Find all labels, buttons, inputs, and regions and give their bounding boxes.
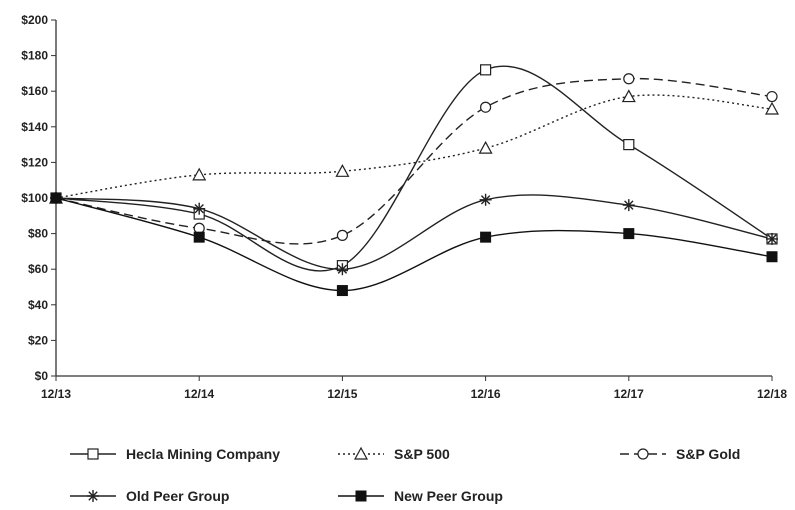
data-point-4-2 xyxy=(336,285,348,297)
legend-marker xyxy=(353,446,369,460)
data-point-0-4 xyxy=(623,139,635,151)
data-point-1-2 xyxy=(335,164,350,177)
legend-item-3: Old Peer Group xyxy=(70,488,229,504)
x-tick-label: 12/16 xyxy=(471,387,501,401)
x-tick-label: 12/13 xyxy=(41,387,71,401)
chart-legend: Hecla Mining Company S&P 500 S&P Gold Old P… xyxy=(70,446,740,504)
data-point-4-3 xyxy=(480,231,492,243)
x-tick-label: 12/17 xyxy=(614,387,644,401)
x-tick-label: 12/15 xyxy=(327,387,357,401)
y-tick-label: $120 xyxy=(21,155,48,169)
x-tick-label: 12/18 xyxy=(757,387,787,401)
y-tick-label: $160 xyxy=(21,84,48,98)
series-markers xyxy=(48,64,780,297)
data-point-3-1 xyxy=(193,202,206,215)
legend-label: Hecla Mining Company xyxy=(126,446,280,462)
data-point-2-2 xyxy=(336,229,348,241)
data-point-1-5 xyxy=(764,101,780,115)
data-point-3-2 xyxy=(336,263,349,276)
y-tick-label: $140 xyxy=(21,120,48,134)
chart-axes xyxy=(51,19,773,381)
data-point-2-4 xyxy=(623,73,635,85)
y-tick-labels: $0 $20 $40 $60 $80 $100 $120 $140 $160 $180 $200 xyxy=(21,13,48,383)
data-point-4-4 xyxy=(623,228,635,240)
legend-label: Old Peer Group xyxy=(126,488,229,504)
x-tick-label: 12/14 xyxy=(184,387,214,401)
data-point-4-5 xyxy=(766,251,778,263)
data-point-0-3 xyxy=(480,64,492,76)
legend-marker xyxy=(87,448,99,460)
y-tick-label: $100 xyxy=(21,191,48,205)
data-point-4-0 xyxy=(50,192,62,204)
y-tick-label: $200 xyxy=(21,13,48,27)
data-point-3-4 xyxy=(622,199,635,212)
legend-label: S&P 500 xyxy=(394,446,450,462)
data-point-3-5 xyxy=(766,232,778,245)
data-point-2-3 xyxy=(480,101,492,113)
legend-marker xyxy=(87,490,99,502)
data-point-3-3 xyxy=(479,193,492,206)
series-line-4 xyxy=(55,197,773,292)
legend-label: S&P Gold xyxy=(676,446,740,462)
legend-marker xyxy=(355,490,367,502)
y-tick-label: $180 xyxy=(21,49,48,63)
data-point-1-4 xyxy=(621,89,636,103)
series-line-0 xyxy=(55,65,773,272)
data-point-1-3 xyxy=(478,140,493,154)
y-tick-label: $40 xyxy=(28,298,48,312)
data-point-1-1 xyxy=(192,167,207,181)
legend-marker xyxy=(637,448,649,460)
y-tick-label: $80 xyxy=(28,227,48,241)
series-lines xyxy=(55,65,773,292)
legend-item-0: Hecla Mining Company xyxy=(70,446,280,462)
legend-item-4: New Peer Group xyxy=(338,488,503,504)
legend-label: New Peer Group xyxy=(394,488,503,504)
y-tick-label: $60 xyxy=(28,262,48,276)
x-tick-labels: 12/13 12/14 12/15 12/16 12/17 12/18 xyxy=(41,387,787,401)
y-tick-label: $0 xyxy=(35,369,49,383)
series-line-2 xyxy=(55,77,773,245)
data-point-2-5 xyxy=(766,90,778,103)
series-line-1 xyxy=(55,94,773,199)
y-tick-label: $20 xyxy=(28,333,48,347)
data-point-4-1 xyxy=(193,231,205,243)
legend-item-2: S&P Gold xyxy=(620,446,740,462)
legend-item-1: S&P 500 xyxy=(338,446,450,462)
series-line-3 xyxy=(55,194,773,270)
